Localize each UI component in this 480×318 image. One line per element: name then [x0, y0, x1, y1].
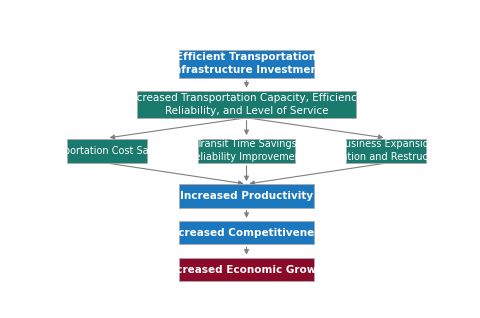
Text: Transit Time Savings
(Reliability Improvement): Transit Time Savings (Reliability Improv…: [184, 139, 308, 162]
Text: Transportation Cost Savings: Transportation Cost Savings: [38, 146, 175, 156]
FancyBboxPatch shape: [67, 139, 146, 163]
Text: Increased Productivity: Increased Productivity: [180, 191, 312, 201]
FancyBboxPatch shape: [198, 139, 294, 163]
FancyBboxPatch shape: [179, 184, 313, 208]
FancyBboxPatch shape: [136, 91, 356, 118]
Text: Business Expansion
(Relocation and Restructuring): Business Expansion (Relocation and Restr…: [311, 139, 460, 162]
FancyBboxPatch shape: [179, 221, 313, 245]
Text: Increased Transportation Capacity, Efficiency,
Reliability, and Level of Service: Increased Transportation Capacity, Effic…: [127, 93, 365, 116]
FancyBboxPatch shape: [179, 50, 313, 78]
FancyBboxPatch shape: [346, 139, 425, 163]
Text: Efficient Transportation
Infrastructure Investment: Efficient Transportation Infrastructure …: [170, 52, 322, 75]
Text: Increased Competitiveness: Increased Competitiveness: [167, 228, 325, 238]
Text: Increased Economic Growth: Increased Economic Growth: [164, 265, 328, 274]
FancyBboxPatch shape: [179, 258, 313, 281]
